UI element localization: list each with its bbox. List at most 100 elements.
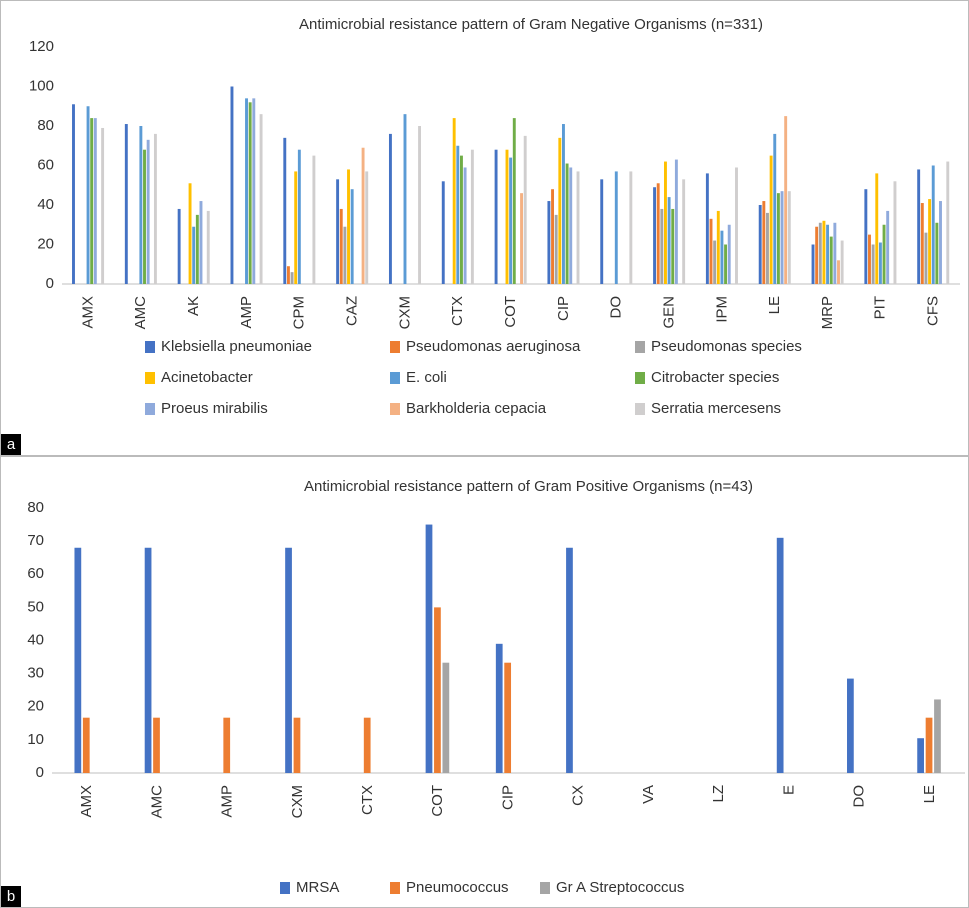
bar (403, 114, 407, 285)
x-tick-label: CIP (555, 296, 572, 321)
legend-label: Gr A Streptococcus (556, 879, 684, 896)
bar (656, 183, 660, 284)
x-tick-label: AMX (78, 785, 95, 818)
bar (192, 226, 196, 284)
bar (674, 159, 678, 284)
y-tick-label: 20 (27, 698, 44, 715)
legend-swatch (635, 403, 645, 415)
legend-label: Citrobacter species (651, 369, 779, 386)
x-tick-label: AMP (238, 296, 255, 329)
bar (811, 244, 815, 284)
bar (144, 547, 152, 773)
x-tick-label: GEN (660, 296, 677, 329)
bar (773, 133, 777, 284)
bar (893, 181, 897, 284)
x-tick-label: PIT (872, 296, 889, 319)
y-tick-label: 80 (27, 499, 44, 516)
x-tick-label: CXM (289, 785, 306, 818)
bar (101, 127, 105, 284)
bar (735, 167, 738, 284)
bar (283, 137, 287, 284)
bar (762, 201, 766, 284)
bar (917, 738, 924, 773)
bar (86, 106, 90, 284)
legend-label: Pseudomonas species (651, 338, 802, 355)
bar (463, 167, 467, 284)
bar (523, 135, 527, 284)
legend-label: E. coli (406, 369, 447, 386)
bar (660, 208, 664, 284)
bar (441, 181, 445, 284)
bar (347, 169, 350, 284)
x-tick-label: CXM (396, 296, 413, 329)
bar (74, 547, 82, 773)
bar (425, 524, 433, 773)
x-tick-label: CPM (291, 296, 308, 329)
legend-label: Klebsiella pneumoniae (161, 338, 312, 355)
bar (286, 266, 290, 284)
bar (361, 147, 365, 284)
bar (82, 717, 90, 773)
bar (629, 171, 633, 284)
bar (562, 124, 565, 285)
bar (847, 678, 854, 773)
y-tick-label: 50 (27, 598, 44, 615)
bar (199, 201, 203, 284)
bar (520, 193, 524, 284)
bar (705, 173, 709, 284)
bar (868, 234, 871, 284)
bar (177, 208, 181, 284)
bar (90, 118, 94, 284)
bar (124, 124, 128, 285)
x-tick-label: VA (640, 785, 657, 804)
bar (512, 118, 516, 284)
bar (758, 205, 762, 284)
bar (505, 149, 509, 284)
bar (290, 272, 294, 284)
x-tick-label: DO (851, 785, 868, 808)
bar (554, 214, 558, 284)
legend-swatch (145, 341, 155, 353)
bar (434, 607, 441, 773)
legend-swatch (390, 403, 400, 415)
legend-swatch (145, 403, 155, 415)
x-tick-label: CAZ (343, 296, 360, 326)
bar (784, 116, 788, 284)
bar (388, 133, 392, 284)
legend-swatch (635, 372, 645, 384)
bar (935, 222, 939, 284)
bar (336, 179, 340, 284)
x-tick-label: AMP (219, 785, 236, 818)
bar (917, 169, 921, 284)
y-tick-label: 40 (27, 631, 44, 648)
bar (93, 118, 97, 284)
bar (709, 218, 713, 284)
legend-label: Pneumococcus (406, 879, 509, 896)
bar (724, 244, 728, 284)
x-tick-label: MRP (819, 296, 836, 329)
legend-label: Acinetobacter (161, 369, 253, 386)
x-tick-label: CX (570, 785, 587, 806)
bar (864, 189, 868, 284)
bar (776, 193, 780, 284)
bar (818, 222, 822, 284)
panel-label-box (1, 886, 21, 907)
x-tick-label: CIP (499, 785, 516, 810)
x-tick-label: AMC (132, 296, 149, 330)
bar (285, 547, 292, 773)
bar (343, 226, 347, 284)
bar (840, 240, 844, 284)
bar (365, 171, 369, 284)
legend-label: Serratia mercesens (651, 400, 781, 417)
bar (245, 98, 248, 284)
bar (363, 717, 371, 773)
bar (667, 197, 671, 284)
panel-label: a (7, 436, 16, 453)
bar (920, 203, 924, 284)
legend-swatch (390, 341, 400, 353)
x-tick-label: AMX (79, 296, 96, 329)
bar (671, 208, 675, 284)
bar (312, 155, 316, 284)
bar (293, 717, 301, 773)
